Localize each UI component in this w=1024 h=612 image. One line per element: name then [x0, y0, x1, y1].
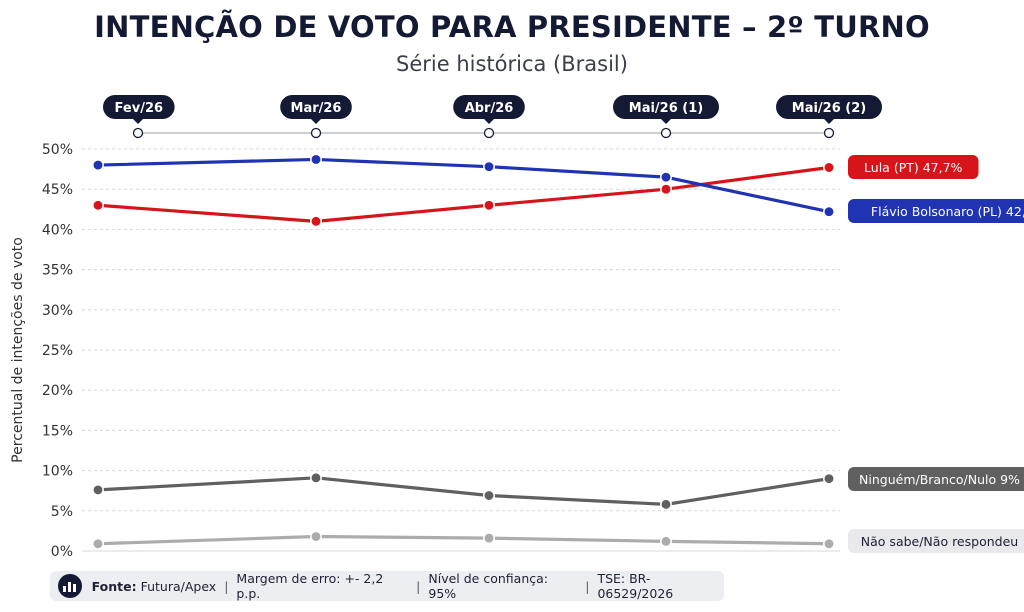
y-tick-label: 40%	[42, 222, 73, 238]
x-tick-label: Fev/26	[115, 101, 163, 116]
data-point	[823, 472, 835, 485]
y-tick-label: 45%	[42, 182, 73, 198]
data-point	[310, 153, 322, 166]
confidence-level: Nível de confiança: 95%	[428, 571, 548, 601]
data-point	[823, 161, 835, 174]
y-tick-label: 30%	[42, 303, 73, 319]
timeline-marker	[823, 127, 835, 139]
y-tick-label: 50%	[42, 142, 73, 158]
y-tick-label: 0%	[51, 544, 73, 560]
x-axis-timeline: Fev/26 Mar/26 Abr/26 Mai/26 (1) Mai/26 (2)	[103, 95, 882, 139]
y-axis-label: Percentual de intenções de voto	[10, 237, 26, 463]
footer-separator: |	[416, 578, 421, 594]
period-tag-pointer	[661, 119, 671, 124]
x-tick-label: Abr/26	[465, 101, 514, 116]
data-point	[660, 535, 672, 548]
data-point	[483, 160, 495, 173]
timeline-marker	[483, 127, 495, 139]
series-end-label: Lula (PT) 47,7%	[848, 155, 979, 179]
data-point	[483, 532, 495, 545]
y-tick-label: 20%	[42, 383, 73, 399]
end-label-text: Ninguém/Branco/Nulo 9%	[859, 472, 1020, 487]
end-label-text: Lula (PT) 47,7%	[864, 160, 963, 175]
timeline-marker	[132, 127, 144, 139]
y-tick-label: 5%	[51, 504, 73, 520]
timeline-marker	[660, 127, 672, 139]
period-tag-bg	[776, 95, 882, 119]
period-tag-pointer	[311, 119, 321, 124]
period-tag: Mar/26	[280, 95, 352, 124]
footer-separator: |	[224, 578, 229, 594]
period-tag-pointer	[824, 119, 834, 124]
period-tag: Mai/26 (2)	[776, 95, 882, 124]
data-point	[310, 215, 322, 228]
end-label-text: Flávio Bolsonaro (PL) 42,2%	[871, 204, 1024, 219]
y-tick-label: 10%	[42, 464, 73, 480]
data-point	[92, 159, 104, 172]
source-value: Futura/Apex	[140, 578, 217, 594]
data-point	[660, 498, 672, 511]
source-footer: Fonte: Futura/Apex | Margem de erro: +- …	[50, 571, 724, 601]
timeline-marker	[310, 127, 322, 139]
x-tick-label: Mai/26 (1)	[629, 101, 703, 116]
data-point	[660, 183, 672, 196]
period-tag-pointer	[484, 119, 494, 124]
data-point	[92, 199, 104, 212]
data-point	[92, 483, 104, 496]
series-line	[97, 476, 830, 506]
source-label: Fonte:	[91, 578, 137, 594]
bar-chart-icon	[58, 574, 82, 598]
data-point	[483, 199, 495, 212]
series-line	[97, 165, 830, 223]
data-point	[823, 537, 835, 550]
y-axis: 0% 5% 10% 15% 20% 25% 30% 35% 40% 45% 50% Percentua…	[10, 142, 73, 560]
page-title: INTENÇÃO DE VOTO PARA PRESIDENTE – 2º TU…	[94, 10, 930, 44]
end-label-bg	[848, 529, 1024, 553]
y-tick-label: 35%	[42, 263, 73, 279]
data-point	[310, 530, 322, 543]
period-tag-pointer	[133, 119, 143, 124]
data-point	[310, 471, 322, 484]
series-end-label: Não sabe/Não respondeu	[848, 529, 1024, 553]
page-subtitle: Série histórica (Brasil)	[396, 52, 628, 76]
end-label-text: Não sabe/Não respondeu	[861, 534, 1018, 549]
end-labels: Lula (PT) 47,7% Flávio Bolsonaro (PL) 42,…	[848, 155, 1024, 553]
series-end-label: Flávio Bolsonaro (PL) 42,2%	[848, 199, 1024, 223]
end-label-bg	[848, 467, 1024, 491]
margin-of-error: Margem de erro: +- 2,2 p.p.	[236, 571, 384, 601]
series-group	[92, 153, 835, 550]
data-point	[823, 205, 835, 218]
period-tag-bg	[613, 95, 719, 119]
period-tag: Abr/26	[453, 95, 525, 124]
period-tag-bg	[280, 95, 352, 119]
end-label-bg	[848, 155, 979, 179]
x-tick-label: Mai/26 (2)	[792, 101, 866, 116]
x-tick-label: Mar/26	[291, 101, 342, 116]
grid-lines	[82, 148, 840, 552]
period-tag-bg	[103, 95, 175, 119]
period-tag: Mai/26 (1)	[613, 95, 719, 124]
period-tag-bg	[453, 95, 525, 119]
data-point	[483, 489, 495, 502]
footer-separator: |	[585, 578, 590, 594]
data-point	[660, 171, 672, 184]
y-tick-label: 25%	[42, 343, 73, 359]
y-tick-label: 15%	[42, 423, 73, 439]
tse-registration: TSE: BR-06529/2026	[597, 571, 674, 601]
series-line	[97, 157, 830, 214]
series-line	[97, 534, 830, 546]
end-label-bg	[848, 199, 1024, 223]
period-tag: Fev/26	[103, 95, 175, 124]
data-point	[92, 537, 104, 550]
series-end-label: Ninguém/Branco/Nulo 9%	[848, 467, 1024, 491]
